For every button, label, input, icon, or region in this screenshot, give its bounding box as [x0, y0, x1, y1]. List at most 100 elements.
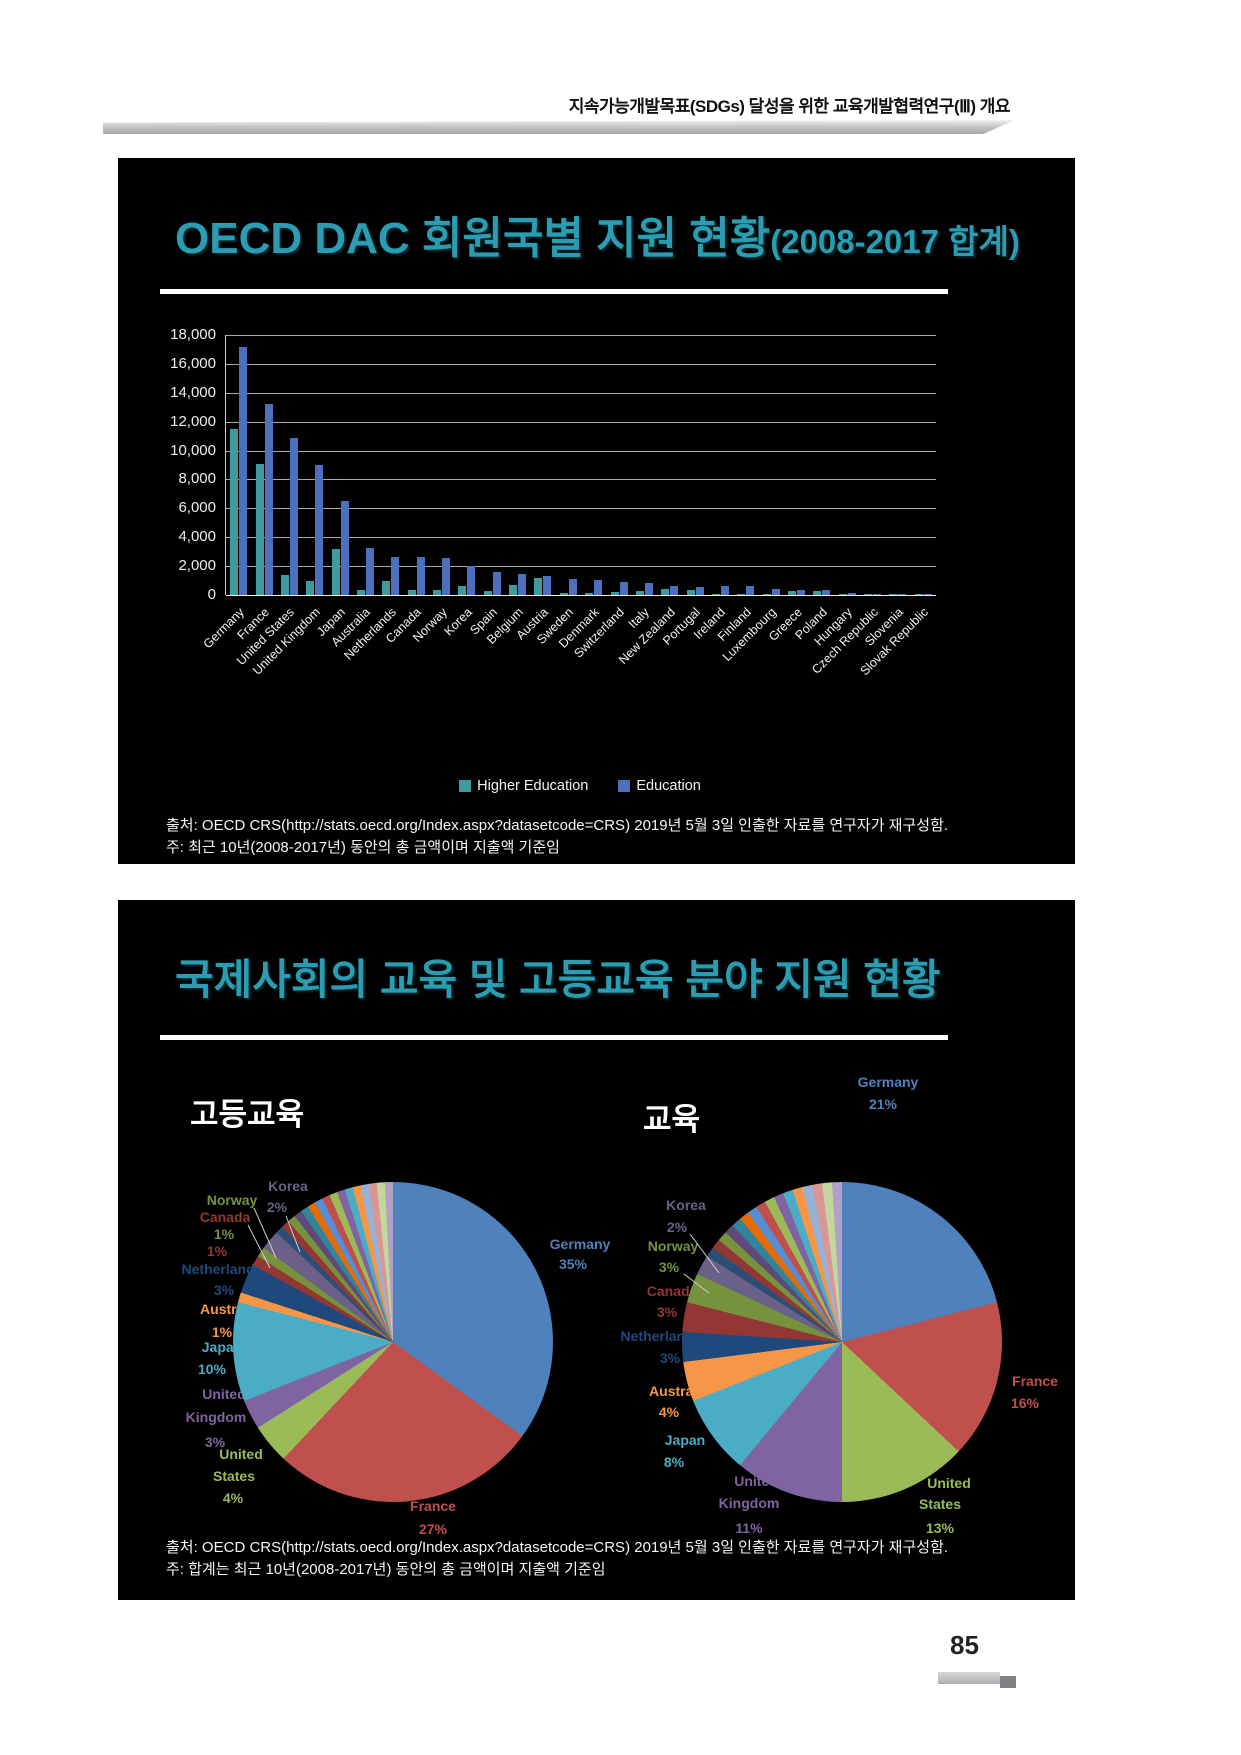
pie2-label-germany: 21%	[868, 1096, 898, 1112]
bar-japan-higher-education	[331, 548, 340, 595]
legend-label: Education	[636, 778, 701, 794]
bar-spain-education	[492, 572, 501, 595]
gridline	[226, 479, 936, 481]
y-axis-tick: 8,000	[178, 470, 216, 488]
pie1-label-canada: 1%	[206, 1243, 228, 1259]
bar-hungary-higher-education	[838, 593, 847, 595]
bar-austria-higher-education	[534, 578, 543, 595]
bar-greece-higher-education	[788, 590, 797, 595]
gridline	[226, 450, 936, 452]
bar-germany-higher-education	[230, 428, 239, 595]
pie2-label-japan: 8%	[663, 1454, 685, 1470]
legend-item-higher-education: Higher Education	[459, 778, 588, 794]
bar-united-states-education	[289, 437, 298, 595]
slide1-title-main: OECD DAC 회원국별 지원 현황	[175, 214, 771, 263]
y-axis-tick: 14,000	[170, 383, 216, 401]
pie2-label-norway: Norway	[647, 1238, 699, 1254]
gridline	[226, 508, 936, 510]
slide2-title-underline	[160, 1035, 948, 1040]
pie1-label-united-kingdom: United	[202, 1386, 246, 1402]
bar-italy-education	[644, 583, 653, 595]
bar-finland-education	[746, 586, 755, 595]
pie1-label-netherlands: 3%	[213, 1282, 235, 1298]
bar-australia-higher-education	[356, 589, 365, 595]
bar-hungary-education	[847, 593, 856, 595]
pie1-label-united-states: 4%	[222, 1490, 244, 1506]
bar-france-education	[264, 404, 273, 595]
bar-switzerland-higher-education	[610, 592, 619, 595]
bar-denmark-higher-education	[585, 592, 594, 595]
slide-bar-chart: OECD DAC 회원국별 지원 현황(2008-2017 합계) 0 2,000…	[118, 158, 1075, 864]
bar-slovenia-higher-education	[889, 594, 898, 595]
legend-swatch-icon	[618, 780, 631, 792]
pie1-label-germany: Germany	[549, 1236, 611, 1252]
gridline	[226, 363, 936, 365]
pie2-label-france: 16%	[1010, 1395, 1040, 1411]
legend-label: Higher Education	[477, 778, 589, 794]
bar-portugal-higher-education	[686, 590, 695, 595]
pie1-label-united-kingdom: 3%	[204, 1434, 226, 1450]
pie1-label-japan: 10%	[197, 1361, 227, 1377]
pie2-heading: 교육	[643, 1102, 701, 1137]
gridline	[226, 537, 936, 539]
bar-czech-republic-higher-education	[864, 594, 873, 595]
footer-ornament-dark	[1000, 1676, 1016, 1688]
bar-united-states-higher-education	[280, 574, 289, 595]
slide2-note-line: 주: 합계는 최근 10년(2008-2017년) 동안의 총 금액이며 지출액…	[166, 1561, 606, 1578]
gridline	[226, 566, 936, 568]
y-axis-tick: 4,000	[178, 528, 216, 546]
bar-japan-education	[340, 501, 349, 595]
bar-poland-higher-education	[813, 591, 822, 595]
bar-czech-republic-education	[873, 593, 882, 595]
pie-chart-higher-education	[233, 1182, 553, 1502]
bar-germany-education	[239, 346, 248, 595]
pie2-label-canada: 3%	[656, 1304, 678, 1320]
page-number: 85	[950, 1630, 979, 1660]
y-axis-tick: 16,000	[170, 354, 216, 372]
bar-luxembourg-education	[771, 588, 780, 595]
pie2-label-netherlands: Netherlands	[620, 1328, 702, 1344]
gridline	[226, 421, 936, 423]
y-axis-tick: 12,000	[170, 412, 216, 430]
bar-finland-higher-education	[737, 594, 746, 595]
pie1-label-korea: Korea	[268, 1178, 308, 1194]
bar-korea-higher-education	[458, 586, 467, 595]
pie2-label-united-states: States	[918, 1496, 962, 1512]
pie2-label-korea: Korea	[666, 1197, 706, 1213]
pie2-label-korea: 2%	[666, 1219, 688, 1235]
bar-chart-legend: Higher Education Education	[225, 778, 935, 794]
bar-belgium-education	[518, 574, 527, 595]
pie-chart-education	[682, 1182, 1002, 1502]
pie2-label-united-states: 13%	[925, 1520, 955, 1536]
slide2-title: 국제사회의 교육 및 고등교육 분야 지원 현황	[175, 956, 941, 1003]
bar-norway-higher-education	[433, 589, 442, 595]
pie1-label-norway: 1%	[213, 1226, 235, 1242]
bar-netherlands-education	[391, 556, 400, 595]
bar-spain-higher-education	[483, 590, 492, 595]
bar-new-zealand-education	[670, 585, 679, 595]
bar-ireland-higher-education	[711, 594, 720, 595]
bar-austria-education	[543, 575, 552, 595]
pie1-label-japan: Japan	[201, 1339, 243, 1355]
gridline	[226, 595, 936, 596]
pie1-label-canada: Canada	[199, 1209, 251, 1225]
pie1-label-korea: 2%	[266, 1199, 288, 1215]
bar-ireland-education	[720, 586, 729, 595]
bar-sweden-education	[568, 579, 577, 595]
y-axis-tick: 2,000	[178, 557, 216, 575]
bar-denmark-education	[594, 579, 603, 595]
y-axis-tick: 6,000	[178, 499, 216, 517]
slide1-note-line: 주: 최근 10년(2008-2017년) 동안의 총 금액이며 지출액 기준임	[166, 839, 560, 856]
bar-canada-education	[416, 557, 425, 595]
pie1-label-united-states: United	[219, 1446, 263, 1462]
pie1-label-france: France	[410, 1498, 456, 1514]
pie1-label-france: 27%	[418, 1521, 448, 1537]
bar-france-higher-education	[255, 463, 264, 595]
bar-sweden-higher-education	[559, 592, 568, 595]
pie1-heading: 고등교육	[190, 1097, 305, 1132]
pie2-label-germany: Germany	[857, 1074, 919, 1090]
slide-pie-charts: 국제사회의 교육 및 고등교육 분야 지원 현황 고등교육 교육 Germany…	[118, 900, 1075, 1600]
bar-switzerland-education	[619, 582, 628, 595]
legend-item-education: Education	[618, 778, 701, 794]
